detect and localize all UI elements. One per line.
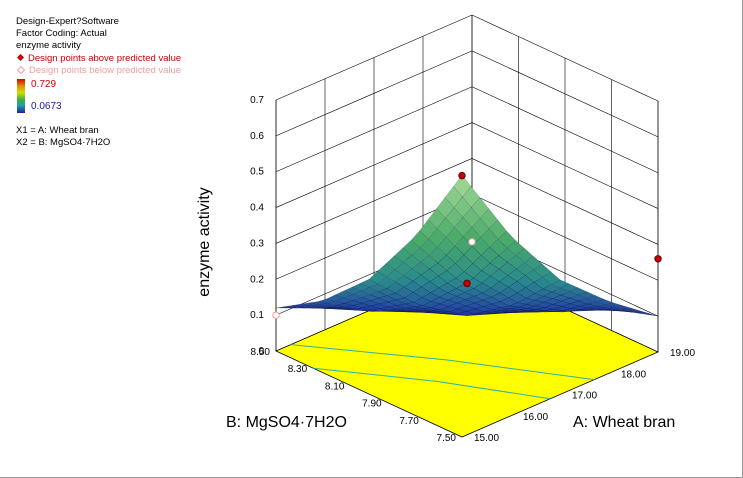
surface-cell (336, 303, 354, 308)
surface-cell (454, 217, 473, 237)
x-tick-label: 19.00 (670, 348, 695, 359)
z-tick-label: 0.7 (250, 95, 264, 106)
design-point-above (458, 171, 466, 180)
info-panel: Design-Expert?Software Factor Coding: Ac… (16, 16, 181, 77)
y-tick-label: 7.50 (437, 433, 457, 444)
range-min-label: 0.0673 (31, 101, 62, 112)
floor-contour (290, 344, 595, 381)
surface-cell (525, 293, 545, 301)
surface-cell (506, 240, 525, 256)
surface-cell (559, 283, 579, 292)
surface-cell (420, 268, 439, 282)
z-axis-title: enzyme activity (196, 187, 213, 296)
surface-cell (394, 274, 413, 288)
response-label: enzyme activity (16, 40, 81, 52)
factor-x2-label: X2 = B: MgSO4·7H2O (16, 137, 111, 149)
surface-cell (453, 174, 472, 198)
surface-cell (472, 254, 491, 271)
surface-cell (432, 312, 451, 315)
design-point-above (463, 279, 471, 288)
x-tick-label: 15.00 (474, 433, 499, 444)
z-tick-label: 0 (258, 346, 264, 357)
surface-cell (568, 287, 588, 295)
surface-cell (571, 309, 589, 312)
color-ramp (17, 79, 25, 113)
design-points (272, 171, 662, 319)
surface-cell (427, 208, 446, 229)
factor-coding-label: Factor Coding: Actual (16, 28, 107, 40)
y-tick-label: 7.70 (399, 416, 419, 427)
surface-cell (604, 302, 623, 307)
floor-contour (313, 367, 551, 400)
surface-cell (326, 294, 345, 302)
surface-cell (483, 309, 502, 313)
y-tick-label: 7.90 (362, 399, 382, 410)
x-tick-label: 16.00 (523, 412, 548, 423)
surface-cell (284, 305, 302, 308)
surface-cell (334, 290, 354, 298)
software-label: Design-Expert?Software (16, 16, 119, 27)
surface-cell (490, 281, 509, 294)
surface-cell (524, 255, 543, 271)
legend-below-label: Design points below predicted value (29, 64, 182, 76)
surface-cell (446, 277, 466, 289)
surface-cell (377, 263, 396, 277)
surface-cell (527, 305, 545, 310)
surface-cell (484, 311, 502, 314)
legend-above-label: Design points above predicted value (28, 52, 182, 64)
factor-x1-label: X1 = A: Wheat bran (16, 125, 99, 136)
surface-cell (318, 298, 336, 304)
factors-panel: X1 = A: Wheat bran X2 = B: MgSO4·7H2O (16, 125, 110, 149)
surface-cell (292, 303, 311, 307)
surface-cell (516, 262, 535, 276)
surface-cell (388, 308, 407, 311)
z-tick-label: 0.5 (250, 167, 264, 178)
surface-cell (380, 309, 398, 312)
surface-cell (402, 239, 421, 256)
surface-cell (413, 297, 432, 306)
legend-above: Design points above predicted value (16, 53, 181, 65)
surface-cell (490, 268, 509, 282)
z-tick-label: 0.3 (250, 238, 264, 249)
surface-cell (515, 248, 534, 263)
surface-cell (436, 197, 455, 219)
legend-below: Design points below predicted value (16, 65, 181, 77)
design-point-above (654, 255, 662, 263)
x-axis-title: A: Wheat bran (573, 414, 675, 431)
z-tick-label: 0.4 (250, 203, 264, 214)
surface-cell (293, 305, 311, 308)
surface-cell (508, 292, 527, 303)
surface-cell (368, 271, 387, 285)
z-tick-label: 0.6 (250, 131, 264, 142)
surface-cell (551, 279, 570, 289)
y-tick-label: 8.10 (325, 381, 345, 392)
tick-labels: 0 0.1 0.2 0.3 0.4 0.5 0.6 0.7 15.00 16.00 17.00 18.… (250, 95, 695, 444)
range-max-label: 0.729 (31, 79, 57, 90)
surface-cell (491, 301, 510, 309)
surface-cell (397, 309, 415, 312)
y-axis-title: B: MgSO4·7H2O (226, 414, 347, 431)
surface-cell (482, 303, 502, 310)
surface-cell (509, 302, 527, 308)
surface-cell (614, 308, 632, 311)
surface-cell (622, 307, 641, 312)
design-point-below (272, 311, 280, 319)
x-tick-label: 18.00 (621, 369, 646, 380)
response-surface (275, 174, 659, 317)
y-tick-label: 8.30 (288, 364, 308, 375)
design-point-below (468, 238, 476, 246)
surface-cell (640, 312, 659, 317)
y-tick-label: 8.50 (251, 347, 271, 358)
x-tick-label: 17.00 (572, 391, 597, 402)
z-tick-label: 0.1 (250, 310, 264, 321)
surface-cell (533, 276, 552, 290)
z-tick-label: 0.2 (250, 274, 264, 285)
surface-cell (534, 288, 553, 297)
